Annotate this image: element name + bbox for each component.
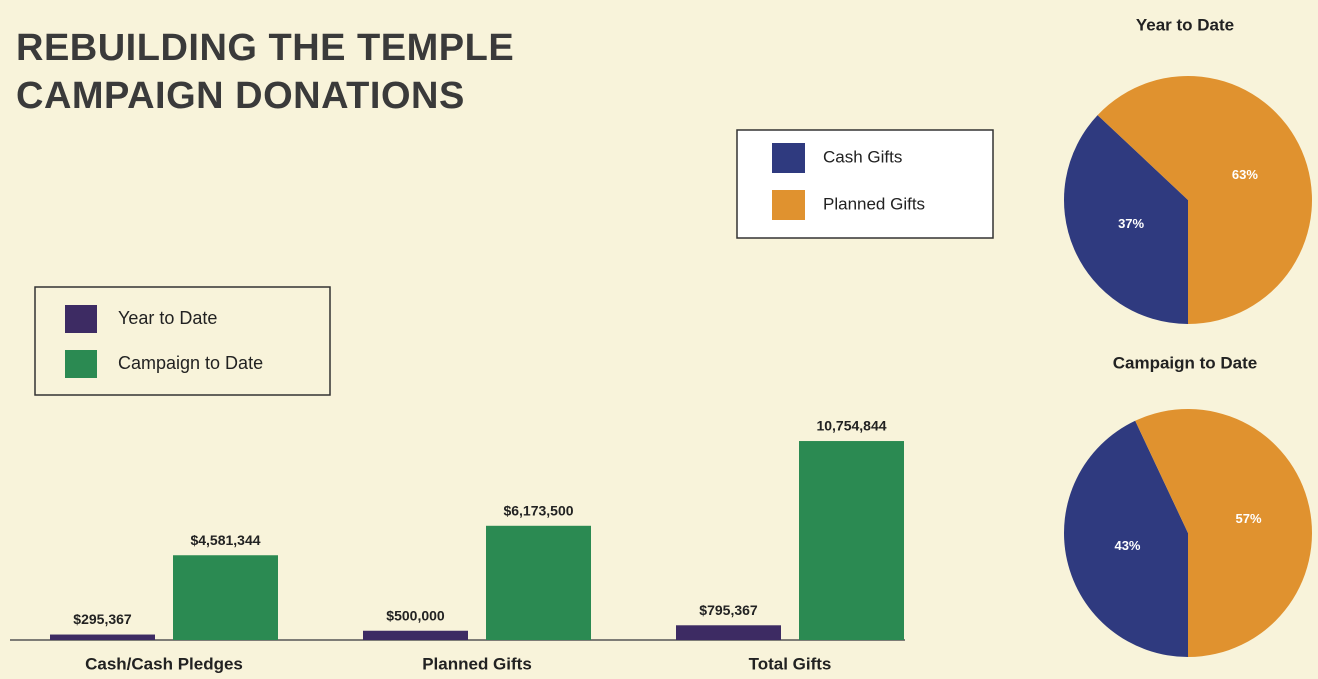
legend-swatch [65,350,97,378]
pie-slice [1135,408,1312,657]
chart-title: REBUILDING THE TEMPLE CAMPAIGN DONATIONS [16,27,515,117]
legend-swatch [65,305,97,333]
pie-title: Year to Date [1136,15,1234,34]
x-tick-label: Planned Gifts [422,654,532,673]
data-label: 37% [1118,216,1144,231]
data-label: $4,581,344 [190,532,260,548]
data-label: 43% [1114,538,1140,553]
data-label: $500,000 [386,607,445,623]
pie-slice [1063,115,1188,325]
x-tick-label: Cash/Cash Pledges [85,654,243,673]
data-label: $795,367 [699,602,758,618]
legend-swatch [772,190,805,220]
legend-label: Cash Gifts [823,147,902,166]
data-label: $6,173,500 [503,502,573,518]
legend-swatch [772,143,805,173]
legend-label: Campaign to Date [118,353,263,373]
legend-box [34,286,331,396]
pie-slice [1097,75,1312,324]
bar [486,525,591,640]
x-tick-label: Total Gifts [749,654,832,673]
bar [173,555,278,640]
bar [50,634,155,640]
bar [799,441,904,640]
data-label: $295,367 [73,611,132,627]
legend-label: Planned Gifts [823,194,925,213]
data-label: 63% [1232,167,1258,182]
data-label: 10,754,844 [816,418,886,434]
bar [676,625,781,640]
bar [363,630,468,640]
data-label: 57% [1235,511,1261,526]
legend-label: Year to Date [118,308,217,328]
pie-title: Campaign to Date [1113,353,1258,372]
pie-slice [1063,420,1188,657]
